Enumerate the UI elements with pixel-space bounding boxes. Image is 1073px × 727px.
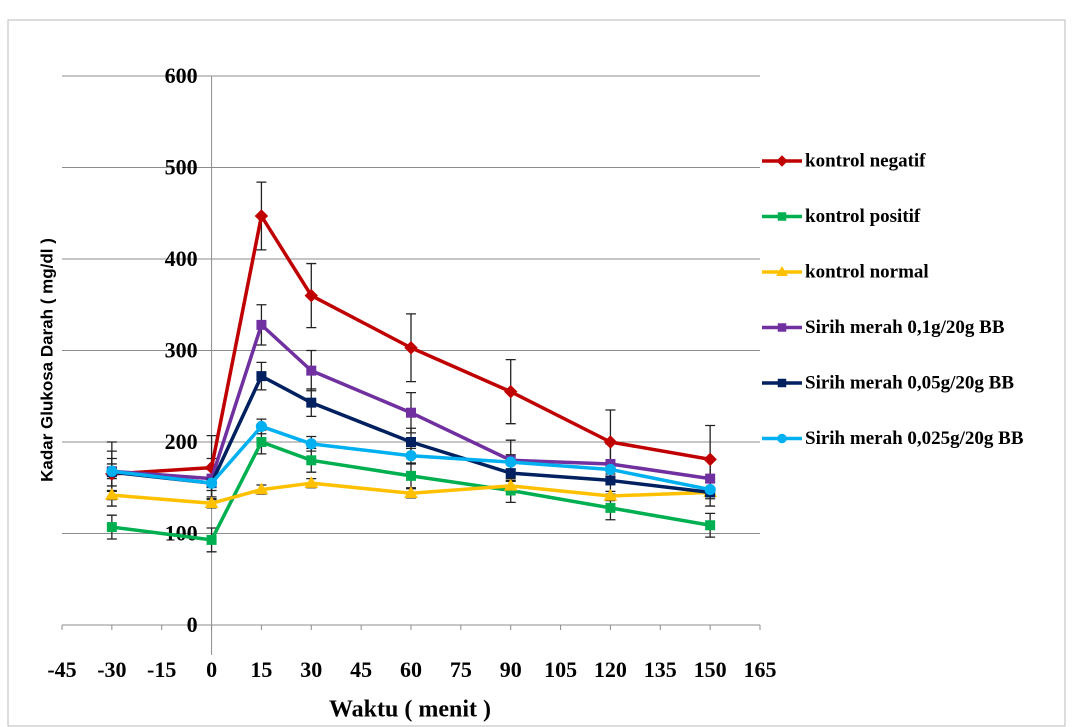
legend-marker — [778, 324, 786, 332]
x-tick-label: 120 — [594, 657, 627, 682]
x-tick-label: -15 — [147, 657, 176, 682]
legend-label: kontrol positif — [805, 206, 921, 227]
marker — [506, 469, 515, 478]
marker — [506, 457, 516, 467]
x-tick-label: 105 — [544, 657, 577, 682]
marker — [306, 439, 316, 449]
x-tick-label: 90 — [500, 657, 522, 682]
marker — [407, 471, 416, 480]
x-tick-label: 150 — [694, 657, 727, 682]
legend-marker — [778, 213, 786, 221]
marker — [706, 474, 715, 483]
marker — [606, 503, 615, 512]
marker — [307, 398, 316, 407]
marker — [406, 451, 416, 461]
x-axis-label: Waktu ( menit ) — [329, 697, 491, 723]
x-tick-label: 0 — [206, 657, 217, 682]
marker — [107, 523, 116, 532]
marker — [207, 535, 216, 544]
marker — [407, 438, 416, 447]
legend-label: kontrol negatif — [805, 150, 926, 171]
marker — [605, 464, 615, 474]
legend-label: Sirih merah 0,025g/20g BB — [805, 428, 1024, 449]
y-tick-label: 500 — [165, 155, 198, 180]
x-tick-label: -45 — [47, 657, 76, 682]
marker — [256, 421, 266, 431]
marker — [107, 466, 117, 476]
marker — [206, 478, 216, 488]
legend-label: Sirih merah 0,05g/20g BB — [805, 372, 1014, 393]
marker — [606, 476, 615, 485]
legend-label: Sirih merah 0,1g/20g BB — [805, 317, 1005, 338]
x-tick-label: 45 — [350, 657, 372, 682]
y-tick-label: 400 — [165, 246, 198, 271]
marker — [407, 408, 416, 417]
y-tick-label: 300 — [165, 338, 198, 363]
chart: Kadar Glukosa Darah ( mg/dl ) Waktu ( me… — [0, 0, 1073, 727]
y-tick-label: 600 — [165, 63, 198, 88]
x-tick-label: -30 — [97, 657, 126, 682]
legend-label: kontrol normal — [805, 261, 929, 282]
x-tick-label: 30 — [300, 657, 322, 682]
x-tick-label: 60 — [400, 657, 422, 682]
x-tick-label: 15 — [250, 657, 272, 682]
legend-marker — [778, 379, 786, 387]
marker — [307, 366, 316, 375]
y-tick-label: 200 — [165, 429, 198, 454]
marker — [257, 372, 266, 381]
marker — [706, 521, 715, 530]
x-tick-label: 135 — [644, 657, 677, 682]
x-tick-label: 165 — [744, 657, 777, 682]
y-axis-label: Kadar Glukosa Darah ( mg/dl ) — [37, 238, 56, 482]
x-tick-label: 75 — [450, 657, 472, 682]
marker — [307, 456, 316, 465]
marker — [257, 320, 266, 329]
marker — [705, 484, 715, 494]
marker — [257, 438, 266, 447]
legend-marker — [778, 434, 787, 443]
y-tick-label: 0 — [187, 612, 198, 637]
